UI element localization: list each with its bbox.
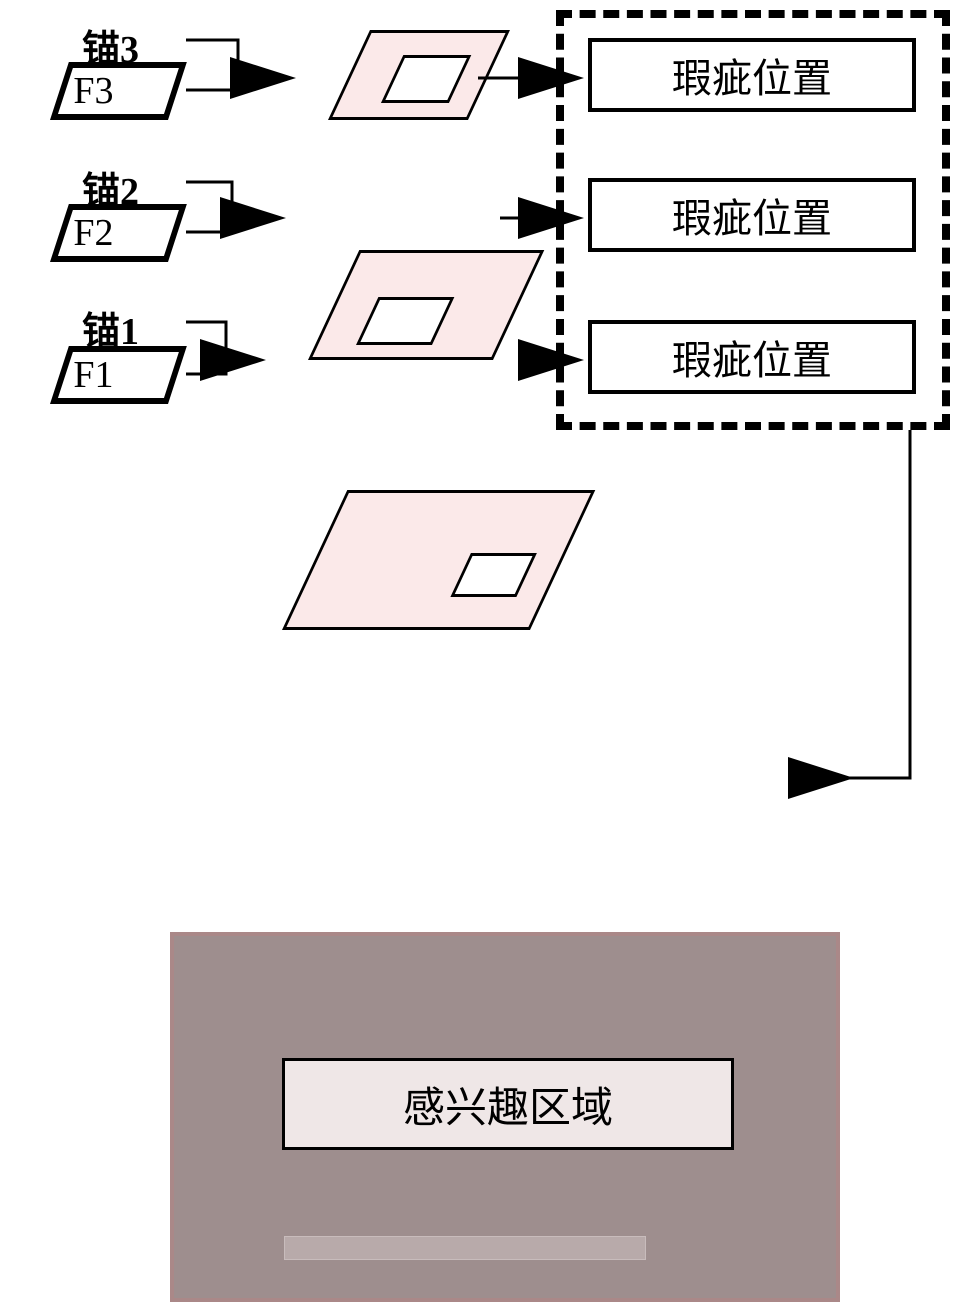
roi-label-box: 感兴趣区域 [282,1058,734,1150]
arrows-layer [0,0,975,1000]
arrow-a1-in [186,322,260,360]
arrow-a2-in [186,182,280,218]
arrow-f3-in [186,78,238,90]
arrow-f1-in [186,360,226,374]
roi-scratch-mark [284,1236,646,1260]
arrow-a3-in [186,40,290,78]
arrow-group-roi [848,430,910,778]
arrow-f2-in [186,218,232,232]
